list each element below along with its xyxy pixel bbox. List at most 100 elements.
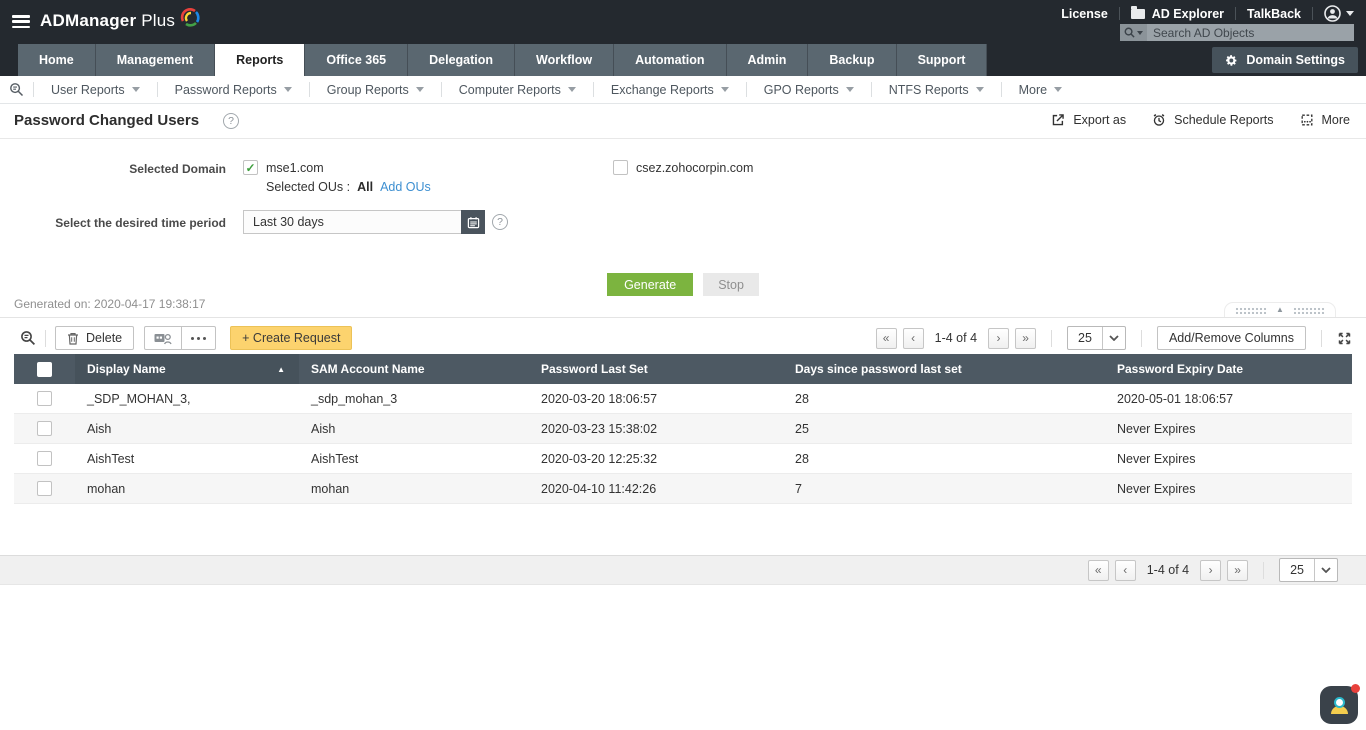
first-page-button[interactable]: « xyxy=(875,327,897,349)
selected-ous-label: Selected OUs : xyxy=(266,180,351,194)
title-more-button[interactable]: More xyxy=(1300,113,1350,127)
support-person-body xyxy=(1330,705,1348,714)
search-scope-button[interactable] xyxy=(1120,24,1147,41)
tab-admin[interactable]: Admin xyxy=(726,44,809,76)
talkback-link[interactable]: TalkBack xyxy=(1247,6,1301,21)
table-row[interactable]: Aish Aish 2020-03-23 15:38:02 25 Never Expir… xyxy=(14,414,1352,444)
time-help-icon[interactable]: ? xyxy=(492,214,508,230)
add-remove-columns-button[interactable]: Add/Remove Columns xyxy=(1156,326,1306,350)
domain-option-mse1[interactable]: ✓ mse1.com xyxy=(243,160,324,175)
last-page-button[interactable]: » xyxy=(1227,559,1249,581)
help-icon[interactable]: ? xyxy=(223,112,240,129)
toolbar-pagination: « ‹ 1-4 of 4 › » 25 Add/Remove Columns xyxy=(875,326,1352,350)
table-row[interactable]: _SDP_MOHAN_3, _sdp_mohan_3 2020-03-20 18:0… xyxy=(14,384,1352,414)
user-menu[interactable] xyxy=(1324,5,1354,22)
domain-option-csez[interactable]: csez.zohocorpin.com xyxy=(613,160,753,175)
hamburger-menu-icon[interactable] xyxy=(12,15,30,28)
table-search-icon[interactable] xyxy=(20,330,36,346)
report-nav-computer-reports[interactable]: Computer Reports xyxy=(440,82,593,97)
generate-button[interactable]: Generate xyxy=(607,273,694,296)
chevron-down-icon xyxy=(1054,87,1063,92)
tab-office-365[interactable]: Office 365 xyxy=(305,44,409,76)
tab-automation[interactable]: Automation xyxy=(614,44,727,76)
report-nav-password-reports[interactable]: Password Reports xyxy=(156,82,309,97)
next-page-button[interactable]: › xyxy=(1200,559,1222,581)
generated-on-text: Generated on: 2020-04-17 19:38:17 xyxy=(14,297,206,311)
create-request-button[interactable]: + Create Request xyxy=(230,326,353,350)
page-size-select[interactable]: 25 xyxy=(1279,558,1338,582)
cell-password-expiry-date: Never Expires xyxy=(1117,451,1196,466)
delete-button[interactable]: Delete xyxy=(55,326,135,350)
row-checkbox[interactable] xyxy=(37,451,52,466)
ad-explorer-link[interactable]: AD Explorer xyxy=(1130,5,1225,21)
row-checkbox[interactable] xyxy=(37,481,52,496)
column-header-sam-account-name[interactable]: SAM Account Name xyxy=(299,354,529,384)
cell-days-since-password-last-set: 25 xyxy=(795,421,809,436)
domain-name: mse1.com xyxy=(266,160,324,175)
page-size-select[interactable]: 25 xyxy=(1067,326,1126,350)
table-row[interactable]: mohan mohan 2020-04-10 11:42:26 7 Never Expi… xyxy=(14,474,1352,504)
domain-checkbox-checked[interactable]: ✓ xyxy=(243,160,258,175)
fullscreen-icon[interactable] xyxy=(1337,331,1352,346)
select-all-checkbox[interactable] xyxy=(37,361,52,377)
next-page-button[interactable]: › xyxy=(988,327,1010,349)
tab-workflow[interactable]: Workflow xyxy=(515,44,615,76)
domain-settings-button[interactable]: Domain Settings xyxy=(1212,47,1358,73)
tab-home[interactable]: Home xyxy=(18,44,96,76)
collapse-panel-handle[interactable]: ▲ xyxy=(1224,302,1336,317)
tab-management[interactable]: Management xyxy=(95,44,216,76)
report-nav-user-reports[interactable]: User Reports xyxy=(33,82,157,97)
avatar-icon xyxy=(1324,5,1341,22)
report-search-icon[interactable] xyxy=(9,82,24,97)
stop-button[interactable]: Stop xyxy=(703,273,759,296)
row-checkbox[interactable] xyxy=(37,391,52,406)
support-chat-button[interactable] xyxy=(1320,684,1360,724)
report-nav-ntfs-reports[interactable]: NTFS Reports xyxy=(870,82,1001,97)
column-header-label: Password Expiry Date xyxy=(1117,362,1244,376)
column-header-display-name[interactable]: Display Name ▲ xyxy=(75,354,299,384)
add-ous-link[interactable]: Add OUs xyxy=(380,180,431,194)
cell-password-expiry-date: Never Expires xyxy=(1117,481,1196,496)
last-page-button[interactable]: » xyxy=(1015,327,1037,349)
column-header-password-expiry-date[interactable]: Password Expiry Date xyxy=(1105,354,1352,384)
domain-checkbox-unchecked[interactable] xyxy=(613,160,628,175)
cell-password-last-set: 2020-03-20 18:06:57 xyxy=(541,391,658,406)
prev-page-button[interactable]: ‹ xyxy=(1114,559,1136,581)
column-header-days-since-password-last-set[interactable]: Days since password last set xyxy=(783,354,1105,384)
calendar-button[interactable] xyxy=(461,210,485,234)
tab-support[interactable]: Support xyxy=(896,44,988,76)
search-input[interactable] xyxy=(1147,24,1354,41)
license-link[interactable]: License xyxy=(1061,6,1108,21)
column-header-label: Password Last Set xyxy=(541,362,648,376)
report-nav-exchange-reports[interactable]: Exchange Reports xyxy=(592,82,746,97)
drag-dots-icon xyxy=(1292,306,1325,314)
report-nav-items: User Reports Password Reports Group Report… xyxy=(33,76,1079,103)
report-nav-group-reports[interactable]: Group Reports xyxy=(308,82,441,97)
column-header-password-last-set[interactable]: Password Last Set xyxy=(529,354,783,384)
ad-explorer-label: AD Explorer xyxy=(1151,6,1225,21)
report-nav-label: Computer Reports xyxy=(458,82,561,97)
table-row[interactable]: AishTest AishTest 2020-03-20 12:25:32 28 Nev… xyxy=(14,444,1352,474)
time-period-input[interactable] xyxy=(243,210,461,234)
first-page-button[interactable]: « xyxy=(1087,559,1109,581)
export-as-button[interactable]: Export as xyxy=(1051,113,1126,127)
tab-delegation[interactable]: Delegation xyxy=(408,44,516,76)
brand-name: ADManager xyxy=(40,11,137,30)
title-left: Password Changed Users ? xyxy=(14,112,240,129)
manage-users-button[interactable] xyxy=(144,326,183,350)
calendar-icon xyxy=(467,216,479,228)
support-person-icon xyxy=(1333,696,1345,708)
tab-reports[interactable]: Reports xyxy=(215,44,306,76)
report-nav-gpo-reports[interactable]: GPO Reports xyxy=(745,82,871,97)
more-actions-button[interactable] xyxy=(181,326,217,350)
prev-page-button[interactable]: ‹ xyxy=(902,327,924,349)
tab-backup[interactable]: Backup xyxy=(808,44,897,76)
schedule-reports-button[interactable]: Schedule Reports xyxy=(1152,113,1274,127)
export-icon xyxy=(1053,114,1065,126)
chevron-down-icon xyxy=(720,87,729,92)
report-nav-label: More xyxy=(1018,82,1048,97)
report-nav-more[interactable]: More xyxy=(1000,82,1079,97)
search-icon xyxy=(1124,27,1135,38)
cell-password-expiry-date: Never Expires xyxy=(1117,421,1196,436)
row-checkbox[interactable] xyxy=(37,421,52,436)
